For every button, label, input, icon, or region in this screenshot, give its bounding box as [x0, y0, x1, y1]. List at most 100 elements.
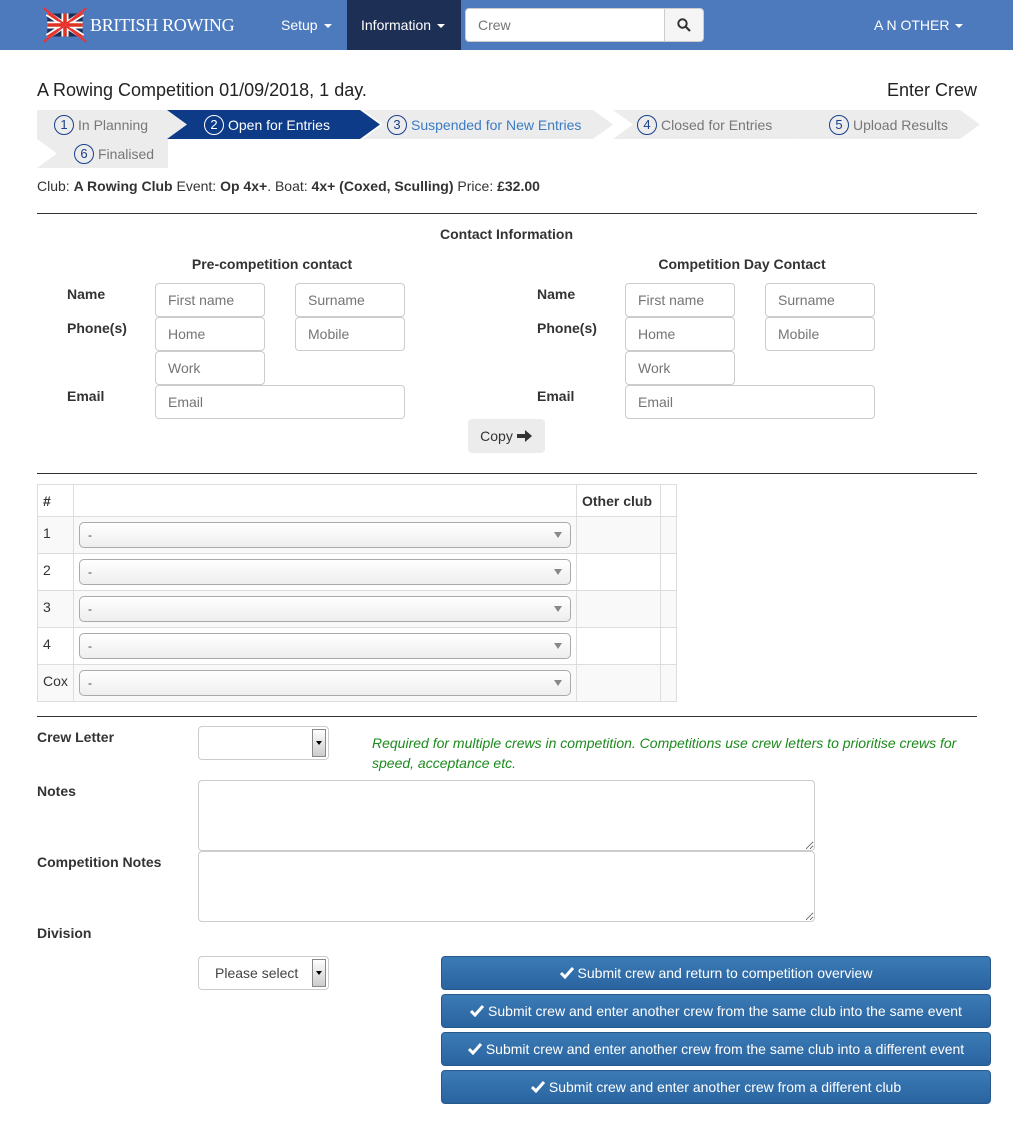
step-number: 5 — [829, 114, 849, 135]
seat-label: 1 — [37, 516, 74, 554]
brand-text: BRITISH ROWING — [90, 14, 235, 35]
submit-return-overview-button[interactable]: Submit crew and return to competition ov… — [441, 956, 991, 990]
pre-phone-label: Phone(s) — [67, 320, 127, 336]
step-label: Closed for Entries — [661, 116, 773, 133]
step-number: 1 — [54, 114, 74, 135]
other-club-cell — [576, 590, 661, 628]
nav-information-menu[interactable]: Information — [347, 0, 461, 50]
day-mobile-input[interactable] — [765, 317, 875, 351]
submit-different-club-button[interactable]: Submit crew and enter another crew from … — [441, 1070, 991, 1104]
crew-row: Cox - — [37, 664, 678, 702]
boat-value: 4x+ (Coxed, Sculling) — [311, 178, 454, 194]
event-label: Event: — [176, 178, 217, 194]
seat-label: 2 — [37, 553, 74, 591]
rower-cell: - — [72, 627, 578, 665]
entry-summary: Club: A Rowing Club Event: Op 4x+. Boat:… — [37, 178, 540, 194]
copy-label: Copy — [480, 428, 513, 444]
dropdown-arrow-icon — [554, 532, 562, 538]
rower-select-value: - — [87, 676, 92, 690]
other-club-cell — [576, 627, 661, 665]
search-input[interactable] — [465, 8, 665, 42]
crew-letter-select[interactable] — [198, 726, 329, 760]
dropdown-arrow-icon — [554, 606, 562, 612]
pre-home-phone-input[interactable] — [155, 317, 265, 351]
search-button[interactable] — [664, 8, 704, 42]
header-seat: # — [37, 484, 74, 517]
submit-button-label: Submit crew and enter another crew from … — [485, 1041, 965, 1057]
search-icon — [677, 18, 691, 32]
header-extra — [659, 484, 678, 517]
dropdown-arrow-icon — [554, 680, 562, 686]
step-upload-results: 5 Upload Results — [793, 110, 980, 139]
price-label: Price: — [457, 178, 494, 194]
nav-setup-menu[interactable]: Setup — [267, 0, 346, 50]
checkmark-icon — [470, 1005, 485, 1017]
extra-cell — [659, 627, 678, 665]
divider — [37, 213, 977, 214]
dropdown-arrow-icon — [554, 569, 562, 575]
pre-surname-input[interactable] — [295, 283, 405, 317]
rower-select[interactable]: - — [78, 670, 571, 696]
copy-button[interactable]: Copy — [468, 419, 545, 453]
rower-select[interactable]: - — [78, 559, 571, 585]
checkmark-icon — [559, 967, 574, 979]
competition-notes-textarea[interactable] — [198, 851, 815, 922]
user-name: A N OTHER — [874, 17, 950, 33]
crew-letter-help: Required for multiple crews in competiti… — [372, 735, 957, 771]
division-select[interactable]: Please select — [198, 956, 329, 990]
rower-select[interactable]: - — [78, 596, 571, 622]
day-work-phone-input[interactable] — [625, 351, 735, 385]
step-suspended[interactable]: 3 Suspended for New Entries — [363, 110, 613, 139]
divider — [37, 716, 977, 717]
rower-cell: - — [72, 664, 578, 702]
day-contact-title: Competition Day Contact — [658, 256, 826, 272]
step-label: Suspended for New Entries — [411, 116, 582, 133]
day-phone-label: Phone(s) — [537, 320, 597, 336]
dropdown-arrow-icon — [312, 729, 326, 757]
crew-row: 4 - — [37, 627, 678, 665]
day-surname-input[interactable] — [765, 283, 875, 317]
pre-first-name-input[interactable] — [155, 283, 265, 317]
rower-select-value: - — [87, 565, 92, 579]
submit-button-label: Submit crew and enter another crew from … — [488, 1003, 962, 1019]
submit-different-event-button[interactable]: Submit crew and enter another crew from … — [441, 1032, 991, 1066]
competition-notes-label: Competition Notes — [37, 854, 162, 870]
club-label: Club: — [37, 178, 70, 194]
dropdown-arrow-icon — [312, 959, 326, 987]
nav-information-label: Information — [361, 17, 432, 33]
submit-same-event-button[interactable]: Submit crew and enter another crew from … — [441, 994, 991, 1028]
pre-email-label: Email — [67, 388, 105, 404]
step-label: Upload Results — [853, 116, 948, 133]
pre-work-phone-input[interactable] — [155, 351, 265, 385]
notes-textarea[interactable] — [198, 780, 815, 851]
extra-cell — [659, 664, 678, 702]
brand-logo[interactable]: BRITISH ROWING — [42, 4, 262, 46]
extra-cell — [659, 516, 678, 554]
rower-select-value: - — [87, 639, 92, 653]
user-menu[interactable]: A N OTHER — [860, 0, 977, 50]
other-club-cell — [576, 664, 661, 702]
step-label: Finalised — [98, 145, 155, 162]
day-first-name-input[interactable] — [625, 283, 735, 317]
division-value: Please select — [215, 965, 299, 981]
checkmark-icon — [467, 1043, 482, 1055]
step-label: Open for Entries — [228, 116, 330, 133]
header-other-club: Other club — [576, 484, 661, 517]
day-name-label: Name — [537, 286, 576, 302]
other-club-cell — [576, 516, 661, 554]
seat-label: 3 — [37, 590, 74, 628]
rower-select[interactable]: - — [78, 633, 571, 659]
caret-down-icon — [323, 24, 332, 29]
rower-cell: - — [72, 590, 578, 628]
day-home-phone-input[interactable] — [625, 317, 735, 351]
page-title: A Rowing Competition 01/09/2018, 1 day. — [37, 80, 367, 100]
submit-button-label: Submit crew and return to competition ov… — [577, 965, 873, 981]
crew-letter-label: Crew Letter — [37, 729, 115, 745]
day-email-input[interactable] — [625, 385, 875, 419]
pre-email-input[interactable] — [155, 385, 405, 419]
checkmark-icon — [530, 1081, 545, 1093]
rower-select[interactable]: - — [78, 522, 571, 548]
header-rower — [72, 484, 578, 517]
extra-cell — [659, 553, 678, 591]
pre-mobile-input[interactable] — [295, 317, 405, 351]
